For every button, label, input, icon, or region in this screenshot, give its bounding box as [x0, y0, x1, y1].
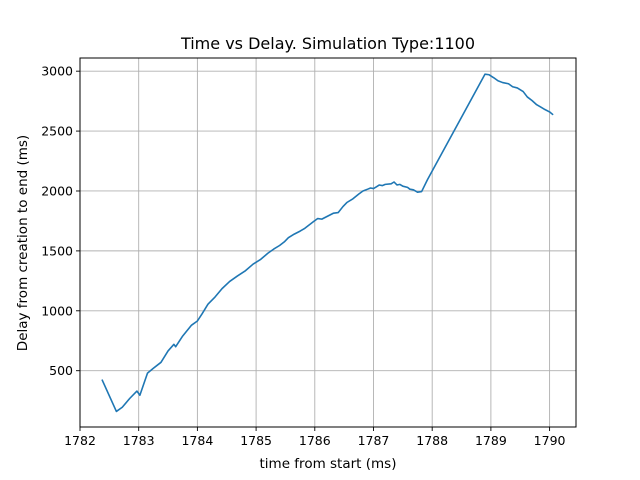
y-tick-label: 3000 — [41, 64, 73, 79]
y-axis-label: Delay from creation to end (ms) — [15, 135, 31, 351]
x-tick-label: 1790 — [534, 433, 566, 448]
x-tick-label: 1782 — [64, 433, 96, 448]
x-tick-label: 1786 — [299, 433, 331, 448]
y-tick-label: 1000 — [41, 303, 73, 318]
delay-series-line — [101, 73, 554, 413]
x-axis-label: time from start (ms) — [260, 456, 397, 472]
grid-layer — [79, 58, 576, 427]
y-tick-label: 2000 — [41, 183, 73, 198]
y-tick-label: 2500 — [41, 124, 73, 139]
tick-layer: 1782 1783 1784 1785 1786 1787 1788 1789 1790 500 1… — [41, 64, 565, 448]
chart-title: Time vs Delay. Simulation Type:1100 — [180, 34, 475, 53]
y-tick-label: 1500 — [41, 243, 73, 258]
x-tick-label: 1784 — [181, 433, 213, 448]
y-tick-label: 500 — [49, 363, 73, 378]
plot-area-frame — [79, 57, 577, 428]
x-tick-label: 1789 — [475, 433, 507, 448]
x-tick-label: 1787 — [358, 433, 390, 448]
x-tick-label: 1788 — [416, 433, 448, 448]
x-tick-label: 1783 — [123, 433, 155, 448]
x-tick-label: 1785 — [240, 433, 272, 448]
